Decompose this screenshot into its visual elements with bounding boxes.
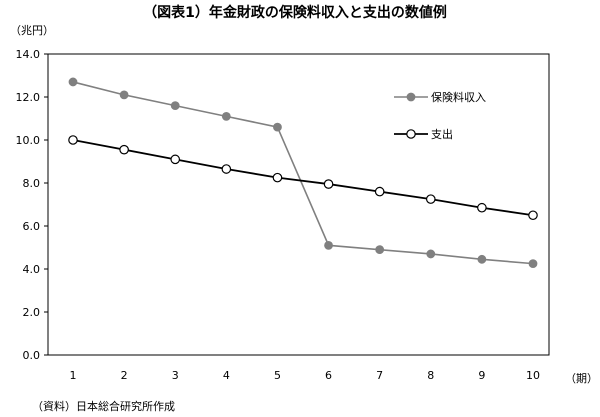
series-line: [72, 139, 534, 217]
data-point: [273, 122, 282, 132]
y-axis-unit: （兆円）: [10, 24, 54, 37]
data-point: [426, 249, 436, 259]
data-point: [528, 210, 538, 221]
series-1: [68, 77, 538, 269]
legend-marker: [406, 129, 416, 139]
x-tick-label: 4: [223, 369, 230, 382]
data-point: [477, 202, 487, 213]
y-tick-label: 4.0: [23, 263, 41, 276]
series-line: [72, 81, 534, 265]
x-tick-label: 6: [325, 369, 332, 382]
legend-marker: [406, 92, 416, 102]
data-point: [272, 172, 283, 183]
y-tick-label: 14.0: [16, 48, 41, 61]
x-tick-label: 1: [70, 369, 77, 382]
data-point: [374, 186, 385, 197]
y-tick-label: 12.0: [16, 91, 41, 104]
x-tick-label: 5: [274, 369, 281, 382]
x-tick-label: 9: [478, 369, 485, 382]
chart-title: （図表1）年金財政の保険料収入と支出の数値例: [143, 4, 447, 21]
data-point: [68, 77, 78, 87]
y-tick-label: 0.0: [23, 349, 41, 362]
series-2: [68, 135, 538, 221]
data-point: [324, 240, 333, 250]
data-point: [221, 164, 232, 174]
data-point: [221, 111, 231, 121]
x-tick-label: 3: [172, 369, 179, 382]
data-point: [68, 135, 78, 145]
x-tick-label: 2: [121, 369, 128, 382]
y-tick-label: 8.0: [23, 177, 41, 190]
data-point: [528, 259, 538, 269]
legend-label: 保険料収入: [431, 90, 486, 104]
source-note: （資料）日本総合研究所作成: [32, 399, 175, 413]
data-point: [170, 154, 181, 165]
data-point: [119, 90, 129, 100]
data-point: [425, 194, 436, 204]
x-axis-ticks: 1 2 3 4 5 6 7 8 9 10: [70, 369, 541, 382]
y-tick-label: 10.0: [16, 134, 41, 147]
plot-area: [47, 53, 550, 356]
legend-label: 支出: [431, 127, 453, 141]
x-tick-label: 8: [427, 369, 434, 382]
data-point: [323, 179, 334, 189]
series-layer: [68, 77, 538, 269]
y-axis-ticks: 0.0 2.0 4.0 6.0 8.0 10.0 12.0 14.0: [16, 48, 48, 362]
y-tick-label: 6.0: [23, 220, 41, 233]
x-tick-label: 10: [526, 369, 540, 382]
data-point: [477, 254, 487, 264]
data-point: [170, 101, 180, 110]
y-tick-label: 2.0: [23, 306, 41, 319]
x-axis-unit: （期）: [565, 372, 598, 385]
data-point: [119, 144, 129, 155]
x-tick-label: 7: [376, 369, 383, 382]
data-point: [375, 245, 385, 255]
